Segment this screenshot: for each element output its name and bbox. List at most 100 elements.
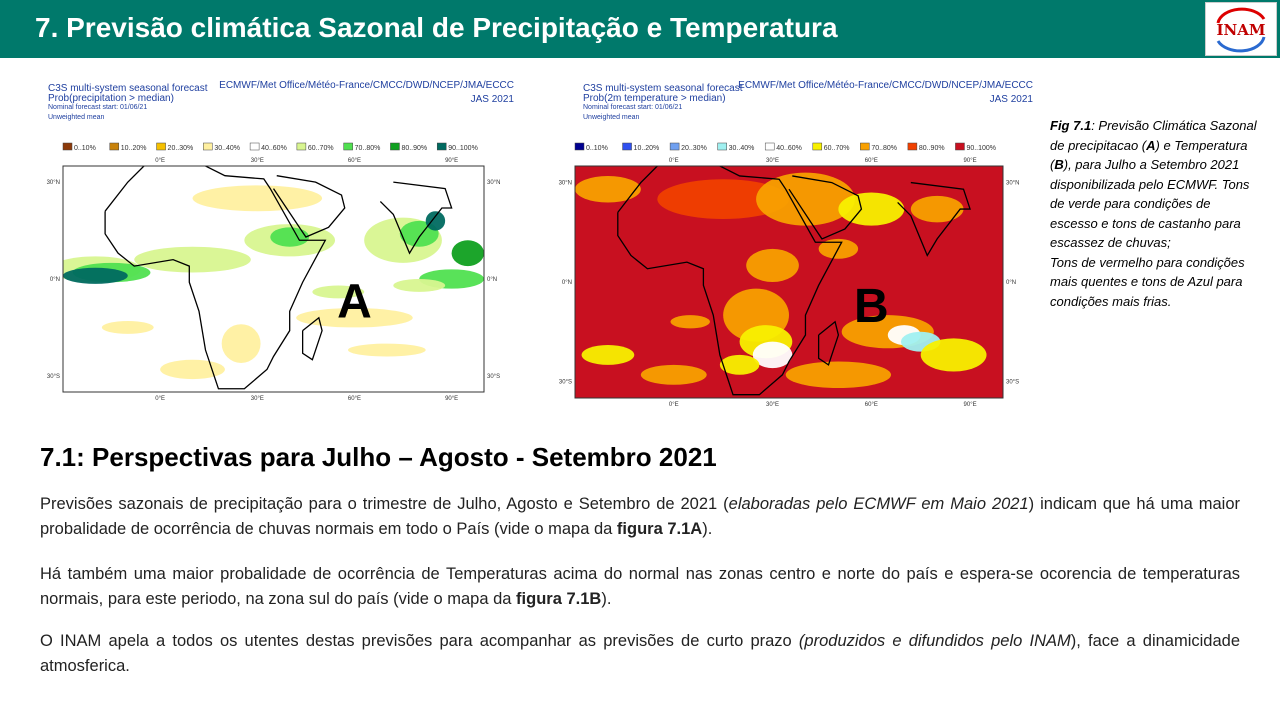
lat-label: 0°N <box>487 277 497 283</box>
field-patch <box>910 195 964 223</box>
legend-swatch <box>955 142 965 151</box>
map-header: Prob(precipitation > median) <box>48 93 174 104</box>
field-patch <box>719 354 760 375</box>
map-header: C3S multi-system seasonal forecast <box>583 83 743 94</box>
map-letter: B <box>854 280 889 333</box>
lat-label: 0°N <box>50 277 60 283</box>
text-run: O INAM apela a todos os utentes destas p… <box>40 632 799 650</box>
legend-swatch <box>109 142 120 151</box>
map-header: Nominal forecast start: 01/06/21 <box>583 104 682 111</box>
text-run: ) indicam que há uma maior probalidade d… <box>40 495 1240 538</box>
lon-label: 90°E <box>445 158 458 164</box>
text-run: ) e Temperatura ( <box>1050 137 1248 173</box>
text-run: figura 7.1A <box>616 520 703 538</box>
legend-swatch <box>622 142 632 151</box>
legend-swatch <box>717 142 727 151</box>
legend-swatch <box>390 142 400 151</box>
lat-label: 30°S <box>1006 379 1019 385</box>
legend-label: 0..10% <box>74 145 96 152</box>
coastline <box>379 181 453 255</box>
figure-caption: Fig 7.1: Previsão Climática Sazonal de p… <box>1050 116 1260 311</box>
legend-swatch <box>764 142 775 151</box>
text-run: A <box>1146 137 1156 153</box>
paragraph: Há também uma maior probalidade de ocorr… <box>40 562 1240 612</box>
legend-label: 80..90% <box>401 145 427 152</box>
legend-swatch <box>249 142 260 151</box>
lon-label: 0°E <box>155 396 165 402</box>
legend-label: 10..20% <box>121 145 147 152</box>
text-run: (produzidos e difundidos pelo INAM <box>798 632 1071 650</box>
legend-swatch <box>669 142 680 151</box>
field-patch <box>393 279 446 292</box>
text-run: Tons de vermelho para condições mais que… <box>1050 254 1245 309</box>
map-header: Prob(2m temperature > median) <box>583 93 726 104</box>
legend-label: 70..80% <box>871 145 897 152</box>
map-field <box>63 166 484 392</box>
text-run: Previsões sazonais de precipitação para … <box>40 495 729 513</box>
text-run: figura 7.1B <box>516 590 602 608</box>
lon-label: 60°E <box>865 158 878 164</box>
field-patch <box>221 324 261 363</box>
legend-label: 0..10% <box>586 145 608 152</box>
map-letter: A <box>337 276 372 329</box>
text-run: ). <box>702 520 713 538</box>
coastline <box>617 166 843 396</box>
legend-label: 60..70% <box>308 145 334 152</box>
text-run: elaboradas pelo ECMWF em Maio 2021 <box>728 495 1029 513</box>
map-header-right: JAS 2021 <box>990 94 1034 105</box>
legend-swatch <box>907 142 918 151</box>
lon-label: 0°E <box>669 158 679 164</box>
lon-label: 90°E <box>445 396 458 402</box>
logo-arrows <box>1216 7 1266 53</box>
map-field <box>575 166 1003 398</box>
field-patch <box>640 364 707 385</box>
legend-swatch <box>574 142 585 151</box>
text-run: : Previsão Climática Sazonal de precipit… <box>1050 118 1257 153</box>
maps: C3S multi-system seasonal forecast Prob(p… <box>47 80 1034 408</box>
section-heading: 7.1: Perspectivas para Julho – Agosto - … <box>40 442 717 472</box>
field-patch <box>920 338 987 372</box>
lon-label: 0°E <box>669 402 679 408</box>
lat-label: 30°S <box>47 374 60 380</box>
field-patch <box>63 267 128 284</box>
legend-swatch <box>296 142 307 151</box>
field-patch <box>746 248 799 282</box>
lat-label: 0°N <box>562 280 572 286</box>
text-run: ), face a dinamicidade atmosferica. <box>40 632 1240 675</box>
field-patch <box>425 211 446 231</box>
field-patch <box>581 344 635 365</box>
lon-label: 60°E <box>348 158 361 164</box>
map-header: Nominal forecast start: 01/06/21 <box>48 104 147 111</box>
text-run: B <box>1054 157 1064 172</box>
field-patch <box>296 308 413 328</box>
text-run: ). <box>601 590 612 608</box>
legend-label: 10..20% <box>634 145 660 152</box>
lat-label: 30°N <box>487 180 500 186</box>
coastline <box>104 166 327 390</box>
legend-swatch <box>156 142 166 151</box>
lat-label: 30°N <box>47 180 60 186</box>
lon-label: 90°E <box>964 158 977 164</box>
caption-line: Fig 7.1: Previsão Climática Sazonal de p… <box>1050 116 1260 253</box>
field-patch <box>101 320 154 334</box>
lat-label: 30°S <box>559 379 572 385</box>
field-patch <box>347 343 426 357</box>
legend-label: 40..60% <box>261 145 287 152</box>
field-patch <box>312 285 365 299</box>
lon-label: 30°E <box>766 158 779 164</box>
field-patch <box>756 172 855 226</box>
coastline <box>897 181 971 257</box>
legend-label: 90..100% <box>966 145 996 152</box>
lat-label: 30°N <box>1006 181 1019 187</box>
map-frame <box>62 165 485 393</box>
field-patch <box>575 175 641 203</box>
text-run: Fig 7.1 <box>1050 118 1092 133</box>
lon-label: 60°E <box>348 396 361 402</box>
lat-label: 30°S <box>487 374 500 380</box>
text-run: ), para Julho a Setembro 2021 disponibil… <box>1050 157 1250 250</box>
header-bar: 7. Previsão climática Sazonal de Precipi… <box>0 0 1280 58</box>
legend-label: 70..80% <box>355 145 381 152</box>
lon-label: 30°E <box>766 402 779 408</box>
field-patch <box>451 240 484 267</box>
field-patch <box>670 315 710 329</box>
